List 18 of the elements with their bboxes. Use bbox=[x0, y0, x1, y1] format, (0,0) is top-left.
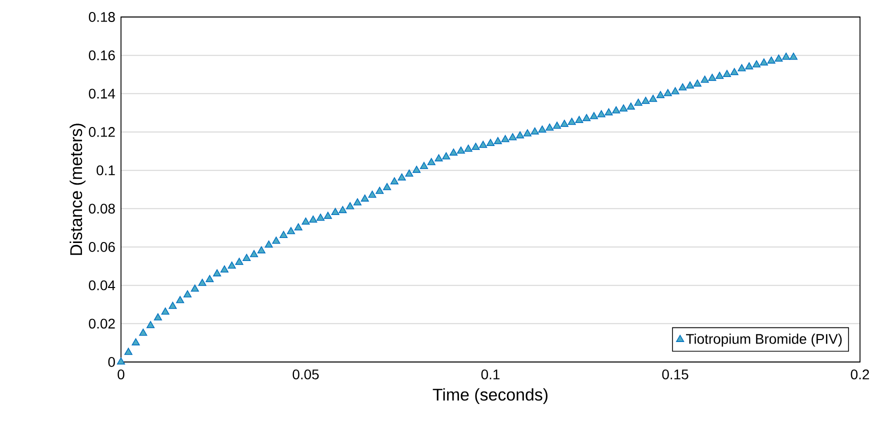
y-tick-label: 0.18 bbox=[88, 12, 115, 22]
x-tick-label: 0.05 bbox=[292, 369, 319, 380]
y-tick-label: 0.12 bbox=[88, 127, 115, 137]
y-tick-label: 0.04 bbox=[88, 280, 116, 290]
x-axis-title: Time (seconds) bbox=[432, 388, 548, 404]
y-tick-label: 0.02 bbox=[88, 318, 115, 329]
x-tick-label: 0.15 bbox=[662, 369, 688, 380]
legend-label: Tiotropium Bromide (PIV) bbox=[686, 334, 842, 347]
x-tick-label: 0.1 bbox=[481, 369, 500, 380]
y-tick-label: 0.16 bbox=[88, 50, 115, 60]
y-tick-label: 0 bbox=[108, 357, 115, 367]
y-tick-label: 0.06 bbox=[88, 242, 115, 252]
y-tick-label: 0.08 bbox=[88, 204, 115, 214]
y-axis-title: Distance (meters) bbox=[70, 124, 86, 255]
y-tick-label: 0.14 bbox=[88, 88, 116, 99]
x-tick-label: 0 bbox=[118, 369, 124, 380]
y-tick-label: 0.1 bbox=[96, 165, 115, 176]
x-tick-label: 0.2 bbox=[850, 369, 870, 380]
